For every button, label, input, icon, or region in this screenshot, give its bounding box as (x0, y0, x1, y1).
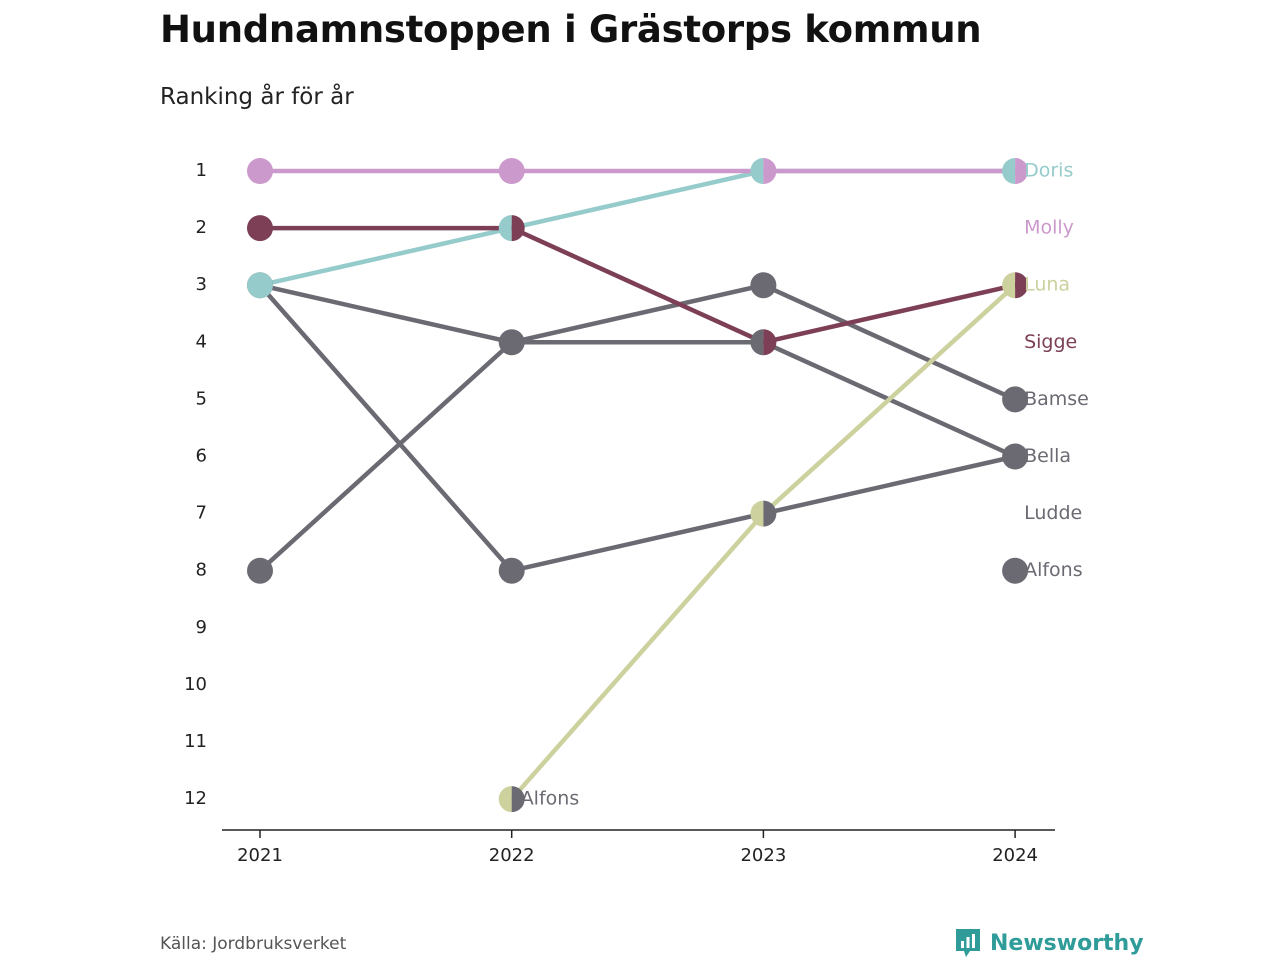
y-tick-label: 2 (196, 217, 207, 238)
chart-subtitle: Ranking år för år (160, 84, 354, 110)
split-marker-left (1002, 158, 1016, 184)
y-tick-label: 8 (196, 560, 207, 581)
series-label-bamse: Bamse (1024, 388, 1089, 410)
y-tick-label: 3 (196, 274, 207, 295)
series-label-bella: Bella (1024, 445, 1071, 467)
brand-logo[interactable]: Newsworthy (954, 927, 1144, 959)
split-marker-left (750, 329, 764, 356)
y-tick-label: 1 (196, 160, 207, 181)
newsworthy-logo-icon (956, 929, 980, 957)
marker-bamse (247, 557, 273, 584)
series-label-doris: Doris (1024, 160, 1073, 182)
x-tick-label: 2024 (992, 845, 1038, 866)
split-marker-right (511, 215, 525, 242)
x-axis: 2021 2022 2023 2024 (222, 829, 1055, 866)
split-marker (498, 786, 525, 813)
marker-bamse (750, 272, 777, 299)
series-label-alfons: Alfons (1024, 559, 1083, 581)
series-label-sigge: Sigge (1024, 331, 1077, 353)
split-marker (498, 215, 525, 242)
series-line-ludde (257, 282, 1018, 573)
split-marker-right (763, 158, 777, 184)
series-lines (257, 168, 1018, 802)
split-marker (750, 329, 777, 356)
marker-doris (247, 272, 273, 299)
y-tick-label: 12 (184, 788, 207, 809)
marker-sigge (247, 215, 273, 242)
marker-ludde (498, 557, 525, 584)
y-tick-label: 4 (196, 331, 207, 352)
marker-bamse (1002, 386, 1029, 413)
series-line-sigge (257, 225, 1018, 345)
split-marker (750, 158, 777, 184)
split-marker-left (1002, 272, 1016, 299)
source-note: Källa: Jordbruksverket (160, 934, 347, 954)
marker-bella (1002, 443, 1029, 470)
series-line-bamse (257, 282, 1018, 573)
y-tick-label: 6 (196, 446, 207, 467)
marker-molly (498, 158, 525, 184)
inline-label-alfons: Alfons (521, 788, 580, 810)
split-marker-left (498, 786, 512, 813)
split-marker-right (763, 329, 777, 356)
y-tick-label: 9 (196, 617, 207, 638)
marker-molly (247, 158, 273, 184)
y-tick-label: 10 (184, 674, 207, 695)
marker-bamse (498, 329, 525, 356)
series-markers (247, 158, 1029, 813)
bump-chart: Doris Molly Luna Sigge Bamse Bella Ludde Alfons… (184, 158, 1089, 866)
x-tick-label: 2023 (740, 845, 786, 866)
split-marker-left (750, 500, 764, 527)
split-marker-right (1015, 272, 1029, 299)
split-marker-right (511, 786, 525, 813)
split-marker-left (750, 158, 764, 184)
series-labels: Doris Molly Luna Sigge Bamse Bella Ludde Alfons… (521, 160, 1089, 810)
split-marker-right (763, 500, 777, 527)
y-tick-label: 11 (184, 731, 207, 752)
split-marker-right (1015, 158, 1029, 184)
x-tick-label: 2021 (237, 845, 283, 866)
split-marker (1002, 158, 1029, 184)
y-tick-label: 7 (196, 503, 207, 524)
chart-title: Hundnamnstoppen i Grästorps kommun (160, 8, 982, 51)
split-marker-left (498, 215, 512, 242)
series-label-ludde: Ludde (1024, 502, 1082, 524)
series-label-luna: Luna (1024, 274, 1070, 296)
series-line-luna (509, 282, 1018, 802)
split-marker (1002, 272, 1029, 299)
split-marker (750, 500, 777, 527)
series-label-molly: Molly (1024, 217, 1074, 239)
brand-name: Newsworthy (990, 930, 1144, 956)
marker-alfons (1002, 557, 1029, 584)
y-tick-label: 5 (196, 388, 207, 409)
x-tick-label: 2022 (489, 845, 535, 866)
